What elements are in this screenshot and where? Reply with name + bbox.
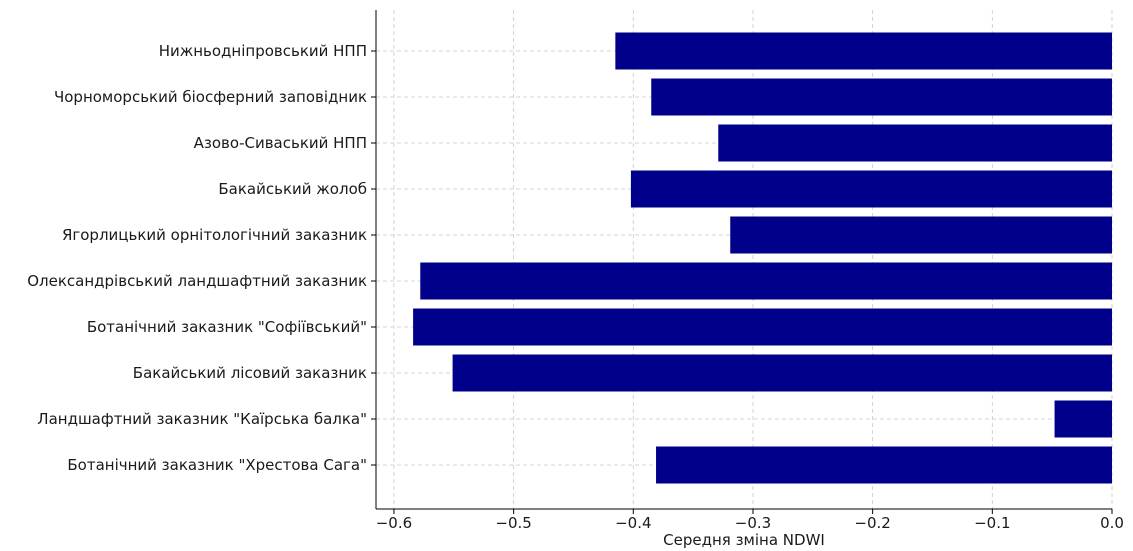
bars	[413, 32, 1112, 484]
category-label: Ботанічний заказник "Хрестова Сага"	[67, 456, 367, 474]
category-label: Бакайський жолоб	[218, 180, 367, 198]
category-label: Бакайський лісовий заказник	[133, 364, 367, 382]
category-label: Чорноморський біосферний заповідник	[54, 88, 367, 106]
bar	[730, 216, 1112, 254]
bar	[615, 32, 1112, 70]
axes	[371, 10, 1113, 514]
category-labels: Нижньодніпровський НПП Чорноморський біос…	[27, 42, 367, 474]
category-label: Олександрівський ландшафтний заказник	[27, 272, 367, 290]
category-label: Нижньодніпровський НПП	[159, 42, 367, 60]
category-label: Азово-Сиваський НПП	[194, 134, 367, 152]
category-label: Ягорлицький орнітологічний заказник	[62, 226, 367, 244]
bar	[718, 124, 1112, 162]
category-label: Ботанічний заказник "Софіївський"	[87, 318, 367, 336]
x-tick-label: 0.0	[1100, 514, 1124, 532]
x-tick-labels: −0.6 −0.5 −0.4 −0.3 −0.2 −0.1 0.0	[376, 514, 1124, 532]
x-tick-label: −0.3	[735, 514, 771, 532]
category-label: Ландшафтний заказник "Каїрська балка"	[37, 410, 367, 428]
x-tick-label: −0.1	[974, 514, 1010, 532]
x-axis-title: Середня зміна NDWI	[663, 531, 825, 549]
bar	[651, 78, 1112, 116]
bar	[452, 354, 1112, 392]
x-tick-label: −0.4	[615, 514, 651, 532]
x-tick-label: −0.6	[376, 514, 412, 532]
x-tick-label: −0.5	[495, 514, 531, 532]
bar	[413, 308, 1112, 346]
x-tick-label: −0.2	[854, 514, 890, 532]
bar	[420, 262, 1112, 300]
bar	[630, 170, 1112, 208]
bar	[656, 446, 1112, 484]
bar	[1054, 400, 1112, 438]
